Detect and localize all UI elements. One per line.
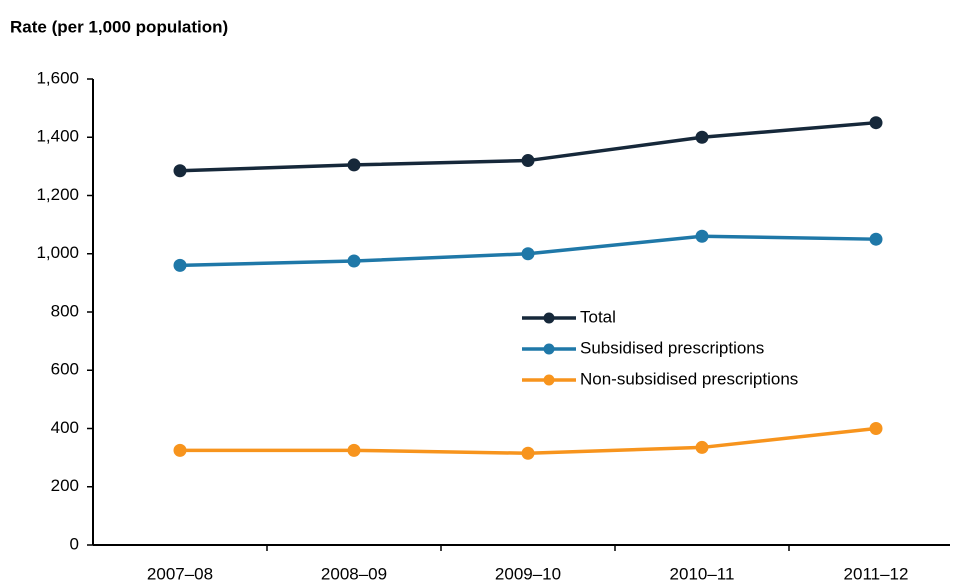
legend-marker [543,374,555,386]
y-tick-label: 1,200 [36,185,79,204]
legend-marker [543,343,555,355]
y-tick-label: 1,400 [36,127,79,146]
data-point [521,247,535,261]
y-tick-label: 200 [51,476,79,495]
data-point [347,443,361,457]
x-tick-label: 2009–10 [495,564,561,583]
x-tick-label: 2007–08 [147,564,213,583]
y-tick-label: 1,600 [36,68,79,87]
data-point [695,130,709,144]
y-tick-label: 1,000 [36,243,79,262]
data-point [869,232,883,246]
data-point [173,164,187,178]
legend-label: Subsidised prescriptions [580,338,764,357]
x-tick-label: 2011–12 [844,564,909,583]
legend-label: Non-subsidised prescriptions [580,369,798,388]
data-point [869,422,883,435]
data-point [347,254,361,268]
data-point [695,229,709,243]
legend-label: Total [580,307,616,326]
y-axis-title: Rate (per 1,000 population) [10,17,228,36]
x-tick-label: 2008–09 [321,564,387,583]
data-point [173,258,187,272]
legend-marker [543,312,555,324]
data-point [521,446,535,460]
data-point [173,443,187,457]
data-point [347,158,361,172]
y-tick-label: 600 [51,360,79,379]
y-tick-label: 0 [70,534,79,553]
data-point [869,116,883,130]
data-point [521,154,535,168]
y-tick-label: 800 [51,301,79,320]
x-tick-label: 2010–11 [670,564,735,583]
y-tick-label: 400 [51,418,79,437]
data-point [695,440,709,454]
